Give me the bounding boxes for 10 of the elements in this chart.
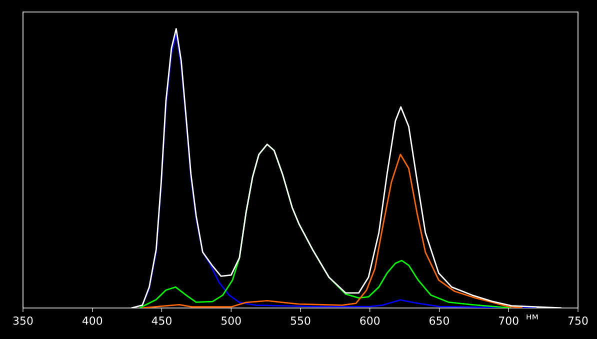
x-tick-label: 650 — [430, 316, 449, 325]
x-tick-label: 750 — [568, 316, 588, 325]
x-tick-label: 450 — [152, 316, 172, 325]
x-tick-label: 600 — [360, 316, 380, 325]
x-tick-label: 550 — [290, 316, 310, 325]
x-tick-label: 400 — [82, 316, 102, 325]
x-axis-title: нм — [526, 314, 538, 320]
x-tick-label: 350 — [13, 316, 33, 325]
x-tick-label: 700 — [499, 316, 518, 325]
x-tick-label: 500 — [222, 316, 241, 325]
